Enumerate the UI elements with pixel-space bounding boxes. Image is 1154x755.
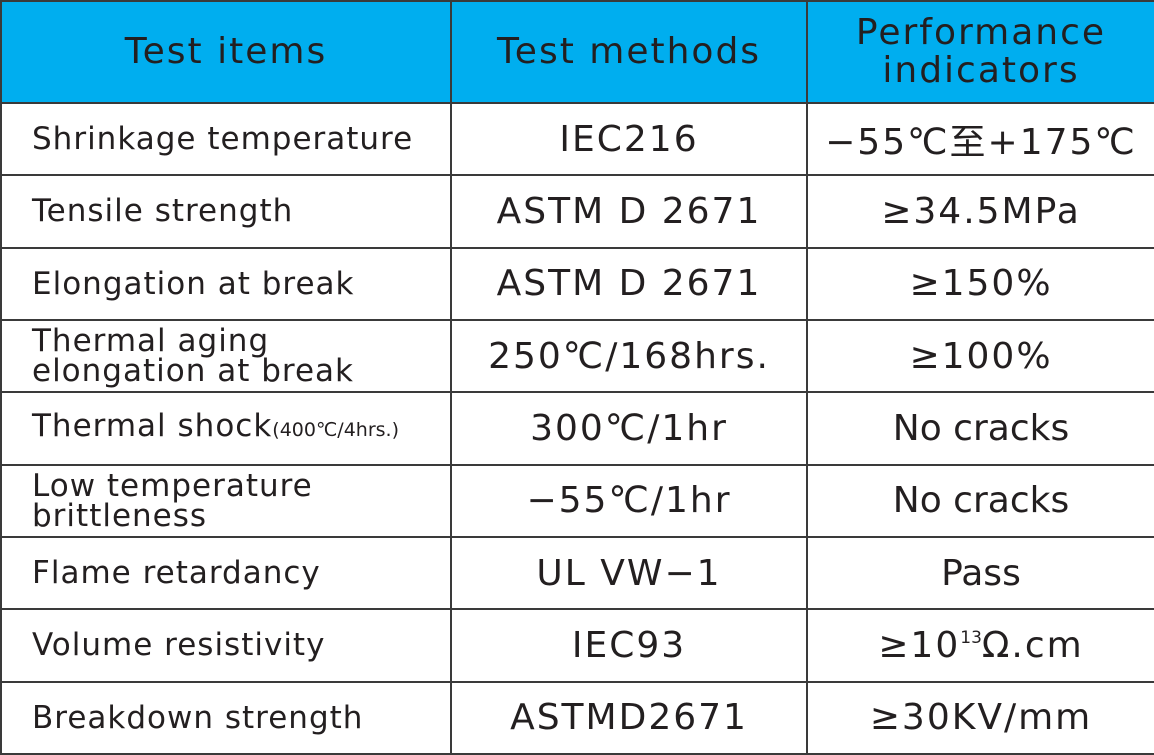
cell-text: ≥10 [878,624,961,666]
table-row: Thermal aging elongation at break 250℃/16… [0,318,1154,394]
table-row: Tensile strength ASTM D 2671 ≥34.5MPa [0,174,1154,249]
table-cell: −55℃至+175℃ [806,101,1154,177]
table-cell: ASTMD2671 [450,680,808,755]
table-row: Low temperature brittleness −55℃/1hr No cr… [0,463,1154,538]
cell-text: Thermal shock [32,408,273,445]
table-cell: 250℃/168hrs. [450,318,808,394]
table-cell: Breakdown strength [0,680,452,755]
table-cell: No cracks [806,463,1154,538]
table-cell: Shrinkage temperature [0,101,452,177]
table-cell: Volume resistivity [0,608,452,683]
table-row: Volume resistivity IEC93 ≥1013Ω.cm [0,608,1154,683]
cell-note: (400℃/4hrs.) [272,419,399,442]
table-cell: No cracks [806,391,1154,466]
table-cell: Tensile strength [0,174,452,249]
header-cell: Test methods [450,0,808,104]
header-row: Test items Test methods Performance indi… [0,0,1154,104]
table-cell: ASTM D 2671 [450,174,808,249]
table-cell: Thermal shock(400℃/4hrs.) [0,391,452,466]
table-row: Flame retardancy UL VW−1 Pass [0,535,1154,611]
table-cell: IEC93 [450,608,808,683]
header-cell: Performance indicators [806,0,1154,104]
table-row: Elongation at break ASTM D 2671 ≥150% [0,246,1154,321]
table-cell: IEC216 [450,101,808,177]
table-cell: Low temperature brittleness [0,463,452,538]
table-cell: ≥150% [806,246,1154,321]
table-cell: ≥30KV/mm [806,680,1154,755]
header-cell: Test items [0,0,452,104]
cell-text: Ω.cm [981,624,1084,666]
table-cell: Elongation at break [0,246,452,321]
table-cell: ≥1013Ω.cm [806,608,1154,683]
table-cell: 300℃/1hr [450,391,808,466]
table-row: Shrinkage temperature IEC216 −55℃至+175℃ [0,101,1154,177]
table-row: Breakdown strength ASTMD2671 ≥30KV/mm [0,680,1154,755]
table-cell: Flame retardancy [0,535,452,611]
table-cell: ASTM D 2671 [450,246,808,321]
table-cell: Thermal aging elongation at break [0,318,452,394]
cell-exponent: 13 [960,627,982,648]
table-body: Shrinkage temperature IEC216 −55℃至+175℃ Ten… [0,101,1154,755]
table-row: Thermal shock(400℃/4hrs.) 300℃/1hr No crac… [0,391,1154,466]
table-cell: −55℃/1hr [450,463,808,538]
table-cell: ≥100% [806,318,1154,394]
table-cell: ≥34.5MPa [806,174,1154,249]
table-cell: Pass [806,535,1154,611]
table-cell: UL VW−1 [450,535,808,611]
